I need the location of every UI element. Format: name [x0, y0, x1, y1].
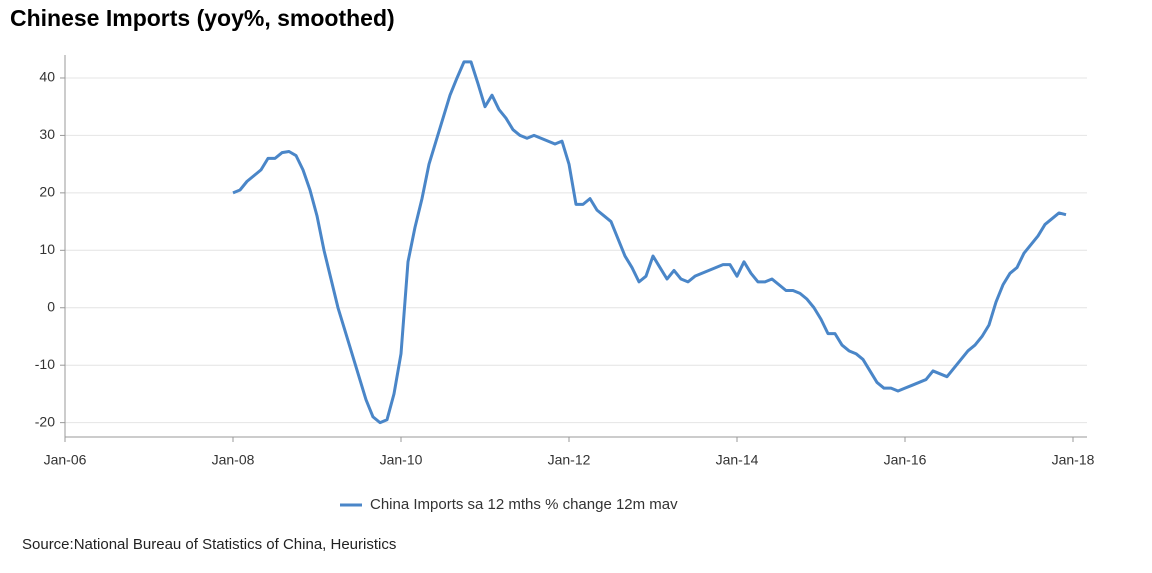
chart-title: Chinese Imports (yoy%, smoothed) — [10, 5, 395, 31]
y-tick-label: 30 — [39, 126, 55, 142]
data-line — [232, 60, 1067, 425]
x-tick-label: Jan-18 — [1052, 452, 1095, 468]
y-tick-label: 40 — [39, 69, 55, 85]
x-tick-label: Jan-08 — [212, 452, 255, 468]
y-tick-label: 10 — [39, 241, 55, 257]
x-tick-label: Jan-10 — [380, 452, 423, 468]
y-tick-label: -20 — [35, 413, 55, 429]
x-tick-label: Jan-14 — [716, 452, 759, 468]
x-tick-label: Jan-16 — [884, 452, 927, 468]
legend-label: China Imports sa 12 mths % change 12m ma… — [370, 496, 678, 513]
y-tick-label: 20 — [39, 184, 55, 200]
x-tick-label: Jan-06 — [44, 452, 87, 468]
y-tick-label: 0 — [47, 298, 55, 314]
x-tick-label: Jan-12 — [548, 452, 591, 468]
source-note: Source:National Bureau of Statistics of … — [22, 536, 396, 553]
y-tick-label: -10 — [35, 356, 55, 372]
